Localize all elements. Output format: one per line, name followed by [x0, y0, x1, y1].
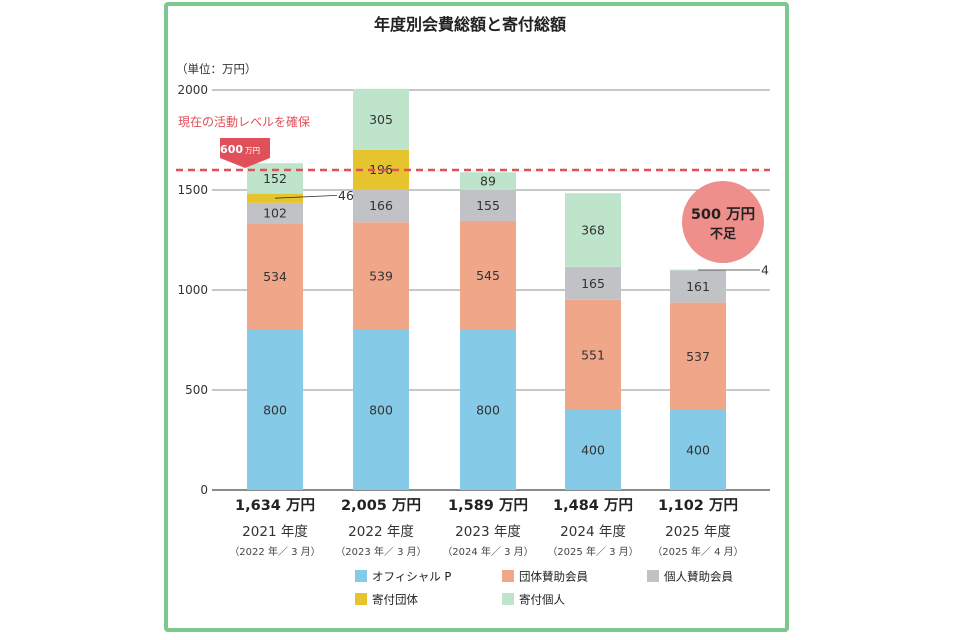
x-tick-label: 2024 年度	[560, 524, 626, 540]
bar-segment	[460, 330, 516, 490]
reference-line-label: 現在の活動レベルを確保	[178, 114, 310, 129]
bar-total-label: 1,634 万円	[235, 497, 315, 514]
legend-label: 団体賛助会員	[519, 570, 588, 584]
bar-value-label: 537	[686, 349, 710, 364]
bar-segment	[565, 193, 621, 267]
bar-value-label: 368	[581, 223, 605, 238]
bar-segment	[670, 302, 726, 410]
bar-total-label: 1,589 万円	[448, 497, 528, 514]
bar-value-label: 155	[476, 198, 500, 213]
bar-total-label: 1,102 万円	[658, 497, 738, 514]
bar-value-label: 551	[581, 347, 605, 362]
bar-value-label: 4	[761, 263, 769, 278]
bar-segment	[670, 270, 726, 303]
bar-segment	[247, 223, 303, 330]
y-tick-label: 0	[200, 483, 208, 497]
bar-value-label: 102	[263, 206, 287, 221]
bar-value-label: 152	[263, 171, 287, 186]
bar-value-label: 800	[263, 403, 287, 418]
bar-segment	[460, 221, 516, 330]
bar-segment	[460, 190, 516, 221]
legend-swatch	[355, 570, 367, 582]
bar-segment	[565, 410, 621, 490]
x-subtick-label: （2025 年／ 4 月）	[652, 545, 743, 558]
bar-value-label: 800	[369, 403, 393, 418]
bar-value-label: 305	[369, 112, 393, 127]
bar-segment	[565, 299, 621, 410]
bar-segment	[460, 172, 516, 190]
reference-badge-shape	[220, 138, 270, 168]
bar-segment	[247, 202, 303, 224]
bar-segment	[670, 410, 726, 490]
y-tick-label: 1000	[177, 283, 208, 297]
x-tick-label: 2022 年度	[348, 524, 414, 540]
bar-value-label: 165	[581, 276, 605, 291]
legend-label: オフィシャル P	[372, 570, 451, 584]
bar-segment	[247, 330, 303, 490]
y-tick-label: 500	[185, 383, 208, 397]
legend-swatch	[502, 570, 514, 582]
shortfall-callout-text: 不足	[710, 227, 737, 242]
legend-swatch	[647, 570, 659, 582]
x-subtick-label: （2022 年／ 3 月）	[229, 545, 320, 558]
bar-value-label: 161	[686, 279, 710, 294]
legend-label: 寄付団体	[372, 593, 418, 607]
bar-segment	[353, 189, 409, 223]
bar-value-label: 166	[369, 198, 393, 213]
chart-title: 年度別会費総額と寄付総額	[374, 15, 566, 34]
x-tick-label: 2023 年度	[455, 524, 521, 540]
bar-value-label: 545	[476, 268, 500, 283]
x-subtick-label: （2025 年／ 3 月）	[547, 545, 638, 558]
bar-value-label: 539	[369, 269, 393, 284]
bar-total-label: 2,005 万円	[341, 497, 421, 514]
legend-label: 個人賛助会員	[664, 570, 733, 584]
bar-value-label: 400	[581, 443, 605, 458]
bar-value-label: 46	[338, 188, 354, 203]
x-subtick-label: （2023 年／ 3 月）	[335, 545, 426, 558]
legend-swatch	[502, 593, 514, 605]
bar-segment	[353, 88, 409, 150]
shortfall-callout	[682, 181, 764, 263]
bar-value-label: 89	[480, 174, 496, 189]
bar-segment	[247, 193, 303, 203]
bar-segment	[353, 222, 409, 330]
legend-label: 寄付個人	[519, 593, 565, 607]
bar-segment	[353, 330, 409, 490]
y-tick-label: 2000	[177, 83, 208, 97]
bar-value-label: 534	[263, 269, 287, 284]
bar-value-label: 800	[476, 403, 500, 418]
x-subtick-label: （2024 年／ 3 月）	[442, 545, 533, 558]
x-tick-label: 2025 年度	[665, 524, 731, 540]
x-tick-label: 2021 年度	[242, 524, 308, 540]
bar-value-label: 400	[686, 443, 710, 458]
bar-segment	[565, 266, 621, 300]
reference-badge-unit: 万円	[245, 146, 260, 155]
unit-label: （単位：万円）	[176, 62, 257, 76]
bar-total-label: 1,484 万円	[553, 497, 633, 514]
bar-segment	[247, 163, 303, 194]
legend-swatch	[355, 593, 367, 605]
shortfall-callout-amount: 500 万円	[691, 206, 755, 223]
reference-badge-value: 1,600	[208, 143, 243, 156]
y-tick-label: 1500	[177, 183, 208, 197]
leader-line	[274, 195, 338, 199]
